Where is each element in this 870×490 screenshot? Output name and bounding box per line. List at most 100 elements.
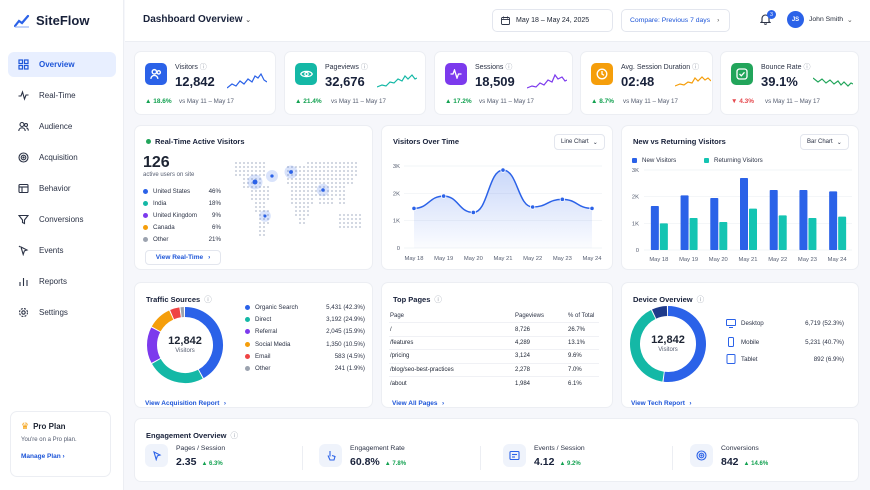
bar-returning — [838, 216, 847, 250]
country-pct: 21% — [208, 236, 221, 243]
map-dot — [327, 170, 329, 172]
map-dot — [347, 214, 349, 216]
sidebar-item-label: Behavior — [39, 184, 71, 193]
sidebar-item-audience[interactable]: Audience — [8, 114, 116, 139]
chart-type-select[interactable]: Bar Chart ⌄ — [800, 134, 849, 150]
map-dot — [291, 178, 293, 180]
chart-type-select[interactable]: Line Chart ⌄ — [554, 134, 605, 150]
source-value: 583 (4.5%) — [334, 352, 365, 360]
world-map[interactable] — [227, 152, 367, 252]
sidebar: SiteFlow Overview Real-Time Audience Acq… — [0, 0, 124, 490]
map-dot — [263, 198, 265, 200]
table-row[interactable]: /about 1,984 6.1% — [389, 377, 599, 390]
map-dot — [243, 182, 245, 184]
visitors-over-time-card: Visitors Over Time Line Chart ⌄ 0 1K 2K 3K Ma… — [381, 125, 613, 270]
table-row[interactable]: /pricing 3,124 9.6% — [389, 350, 599, 364]
table-row[interactable]: /blog/seo-best-practices 2,278 7.0% — [389, 364, 599, 377]
page-path: / — [390, 326, 392, 333]
map-dot — [339, 214, 341, 216]
kpi-card-visitors[interactable]: Visitors ⓘ 12,842 ▲ 18.6% vs May 11 – Ma… — [134, 51, 276, 115]
map-dot — [243, 174, 245, 176]
kpi-compare: vs May 11 – May 17 — [623, 98, 678, 105]
pageviews: 8,726 — [515, 326, 531, 333]
manage-plan-label: Manage Plan — [21, 453, 61, 460]
map-dot — [339, 162, 341, 164]
sidebar-item-overview[interactable]: Overview — [8, 52, 116, 77]
sidebar-item-behavior[interactable]: Behavior — [8, 176, 116, 201]
compare-selector[interactable]: Compare: Previous 7 days › — [621, 9, 730, 32]
visitors-over-time-title: Visitors Over Time — [393, 137, 460, 146]
kpi-label: Visitors ⓘ — [175, 62, 207, 72]
events-icon — [503, 444, 526, 467]
sidebar-item-label: Real-Time — [39, 91, 76, 100]
map-dot — [259, 214, 261, 216]
kpi-card-avg-session-duration[interactable]: Avg. Session Duration ⓘ 02:48 ▲ 8.7% vs … — [580, 51, 713, 115]
info-icon: ⓘ — [505, 64, 513, 71]
map-dot — [295, 206, 297, 208]
date-range-picker[interactable]: May 18 – May 24, 2025 — [492, 9, 613, 32]
country-row: India 18% — [143, 200, 221, 207]
sidebar-item-settings[interactable]: Settings — [8, 300, 116, 325]
new-returning-bar-chart[interactable]: 0 1K 2K 3K May 18 May 19 May 20 May 21 May 22 May… — [624, 166, 856, 266]
traffic-source-row: Social Media 1,350 (10.5%) — [245, 341, 365, 348]
page-title-dropdown[interactable]: Dashboard Overview ⌄ — [143, 14, 251, 25]
device-donut-chart[interactable] — [628, 304, 708, 384]
sidebar-item-events[interactable]: Events — [8, 238, 116, 263]
manage-plan-link[interactable]: Manage Plan › — [21, 453, 100, 460]
table-row[interactable]: / 8,726 26.7% — [389, 323, 599, 337]
bar-returning — [659, 223, 668, 250]
top-pages-title: Top Pages — [393, 295, 431, 304]
bar-returning — [749, 208, 757, 250]
view-tech-link[interactable]: View Tech Report › — [631, 392, 692, 410]
kpi-card-sessions[interactable]: Sessions ⓘ 18,509 ▲ 17.2% vs May 11 – Ma… — [434, 51, 573, 115]
map-dot — [331, 174, 333, 176]
traffic-donut-chart[interactable] — [145, 305, 225, 385]
engagement-label: Pages / Session — [176, 445, 226, 452]
legend-dot — [245, 305, 250, 310]
page-path: /pricing — [390, 353, 410, 360]
map-dot — [331, 194, 333, 196]
device-value: 892 (6.9%) — [813, 355, 844, 363]
avatar[interactable]: JS — [787, 11, 804, 28]
map-dot — [299, 222, 301, 224]
view-acquisition-link[interactable]: View Acquisition Report › — [145, 392, 226, 410]
map-dot — [251, 170, 253, 172]
kpi-value: 12,842 — [175, 74, 215, 89]
kpi-card-bounce-rate[interactable]: Bounce Rate ⓘ 39.1% ▼ 4.3% vs May 11 – M… — [720, 51, 859, 115]
device-row-desktop: Desktop 6,719 (52.3%) — [726, 319, 844, 328]
source-name: Email — [255, 352, 271, 360]
sidebar-item-conversions[interactable]: Conversions — [8, 207, 116, 232]
engagement-change-value: 7.8% — [392, 461, 407, 467]
sidebar-item-real-time[interactable]: Real-Time — [8, 83, 116, 108]
user-menu[interactable]: John Smith ⌄ — [809, 16, 853, 24]
country-row: Other 21% — [143, 236, 221, 243]
map-dot — [263, 162, 265, 164]
kpi-label: Sessions ⓘ — [475, 62, 512, 72]
brand-name: SiteFlow — [36, 13, 90, 28]
table-row[interactable]: /features 4,289 13.1% — [389, 337, 599, 351]
column-header: Page — [390, 313, 405, 320]
map-dot — [331, 170, 333, 172]
map-dot — [243, 186, 245, 188]
sidebar-item-acquisition[interactable]: Acquisition — [8, 145, 116, 170]
map-dot — [335, 182, 337, 184]
map-dot — [299, 194, 301, 196]
kpi-value: 18,509 — [475, 74, 515, 89]
map-dot — [319, 166, 321, 168]
map-dot — [247, 162, 249, 164]
users-icon — [17, 121, 29, 133]
map-dot — [295, 166, 297, 168]
kpi-card-pageviews[interactable]: Pageviews ⓘ 32,676 ▲ 21.4% vs May 11 – M… — [284, 51, 426, 115]
visitors-line-chart[interactable]: 0 1K 2K 3K May 18 May 19 May 20 May 21 May 22 May… — [384, 156, 610, 268]
line-point — [559, 196, 565, 202]
map-dot — [323, 162, 325, 164]
legend-dot — [245, 317, 250, 323]
engagement-value-row: 4.12 ▲ 9.2% — [534, 456, 581, 468]
kpi-value: 39.1% — [761, 74, 798, 89]
map-dot — [323, 194, 325, 196]
logo[interactable]: SiteFlow — [14, 13, 89, 28]
view-realtime-button[interactable]: View Real-Time › — [145, 250, 221, 265]
view-all-pages-link[interactable]: View All Pages › — [392, 392, 444, 410]
bar-new — [829, 191, 838, 250]
sidebar-item-reports[interactable]: Reports — [8, 269, 116, 294]
